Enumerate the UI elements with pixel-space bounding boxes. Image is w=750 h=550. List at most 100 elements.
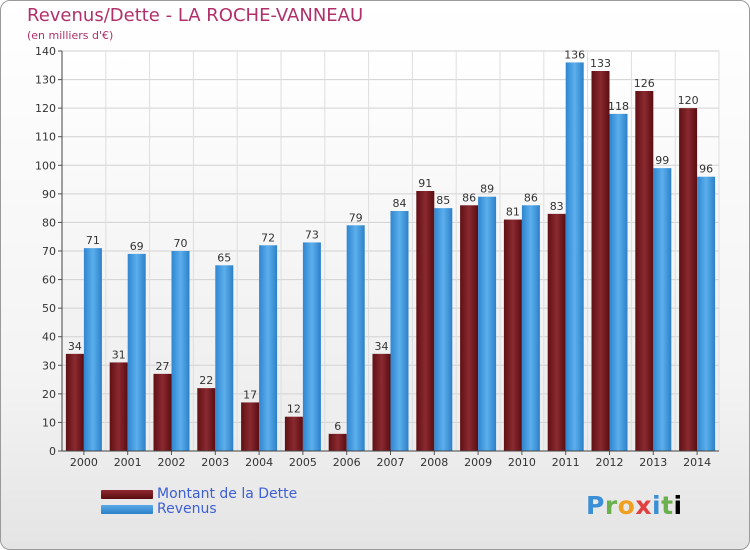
data-label-revenue: 72 (261, 231, 275, 244)
data-label-debt: 120 (678, 94, 699, 107)
data-label-debt: 133 (590, 57, 611, 70)
y-tick-label: 40 (42, 331, 56, 344)
data-label-debt: 126 (634, 77, 655, 90)
legend-item-debt: Montant de la Dette (101, 486, 297, 502)
bar-revenue (565, 62, 584, 452)
data-label-revenue: 85 (436, 194, 450, 207)
bar-revenue (434, 208, 453, 451)
legend-swatch-debt (101, 489, 153, 499)
bar-revenue (521, 205, 540, 451)
data-label-debt: 31 (112, 348, 126, 361)
chart-title: Revenus/Dette - LA ROCHE-VANNEAU (27, 5, 364, 26)
data-label-revenue: 89 (480, 183, 494, 196)
data-label-debt: 27 (156, 360, 170, 373)
bar-revenue (478, 196, 497, 451)
bar-revenue (83, 248, 102, 451)
data-label-debt: 17 (243, 388, 257, 401)
y-tick-label: 30 (42, 359, 56, 372)
data-label-debt: 22 (199, 374, 213, 387)
x-tick-label: 2007 (377, 456, 405, 469)
bar-revenue (215, 265, 234, 451)
x-tick-label: 2009 (464, 456, 492, 469)
bar-debt (65, 353, 84, 451)
bar-revenue (697, 176, 716, 451)
y-tick-label: 80 (42, 216, 56, 229)
y-tick-label: 120 (35, 102, 56, 115)
proxiti-logo: Proxiti (586, 491, 683, 520)
x-tick-label: 2000 (70, 456, 98, 469)
bar-debt (460, 205, 479, 451)
data-label-debt: 81 (506, 206, 520, 219)
y-tick-label: 0 (49, 445, 56, 458)
bar-debt (547, 213, 566, 451)
bar-debt (503, 219, 522, 451)
bar-revenue (609, 113, 628, 451)
y-tick-label: 110 (35, 131, 56, 144)
data-label-debt: 6 (334, 420, 341, 433)
bar-debt (328, 433, 347, 451)
data-label-revenue: 86 (524, 191, 538, 204)
bar-revenue (390, 211, 409, 451)
x-tick-label: 2005 (289, 456, 317, 469)
bar-revenue (171, 251, 190, 451)
data-label-revenue: 73 (305, 228, 319, 241)
x-tick-label: 2004 (245, 456, 273, 469)
x-tick-label: 2001 (114, 456, 142, 469)
data-label-debt: 83 (550, 200, 564, 213)
y-tick-label: 70 (42, 245, 56, 258)
data-label-revenue: 96 (699, 163, 713, 176)
chart-subtitle: (en milliers d'€) (27, 29, 114, 42)
data-label-revenue: 118 (608, 100, 629, 113)
bar-debt (197, 388, 216, 451)
data-label-revenue: 136 (564, 48, 585, 61)
bar-revenue (259, 245, 278, 451)
bar-revenue (302, 242, 321, 451)
data-label-revenue: 71 (86, 234, 100, 247)
data-label-revenue: 84 (393, 197, 407, 210)
bar-debt (241, 402, 260, 451)
bar-debt (284, 416, 303, 451)
legend-label-revenue: Revenus (157, 501, 217, 517)
bar-revenue (346, 225, 365, 451)
legend-swatch-revenue (101, 504, 153, 514)
x-tick-label: 2011 (552, 456, 580, 469)
x-tick-label: 2012 (596, 456, 624, 469)
legend-label-debt: Montant de la Dette (157, 486, 298, 502)
x-tick-label: 2002 (158, 456, 186, 469)
bar-debt (635, 91, 654, 451)
bar-revenue (127, 253, 146, 451)
data-label-debt: 86 (462, 191, 476, 204)
data-label-debt: 91 (418, 177, 432, 190)
bar-debt (416, 191, 435, 451)
data-label-revenue: 69 (130, 240, 144, 253)
bar-debt (372, 353, 391, 451)
data-label-debt: 34 (375, 340, 389, 353)
bar-debt (109, 362, 128, 451)
bar-debt (153, 373, 172, 451)
data-label-revenue: 99 (655, 154, 669, 167)
data-label-revenue: 70 (174, 237, 188, 250)
data-label-debt: 12 (287, 403, 301, 416)
x-tick-label: 2010 (508, 456, 536, 469)
bar-debt (679, 108, 698, 452)
data-label-revenue: 65 (217, 251, 231, 264)
y-tick-label: 140 (35, 45, 56, 58)
y-tick-label: 130 (35, 74, 56, 87)
bar-revenue (653, 168, 672, 451)
y-tick-label: 90 (42, 188, 56, 201)
y-tick-label: 20 (42, 388, 56, 401)
x-tick-label: 2008 (420, 456, 448, 469)
y-tick-label: 10 (42, 416, 56, 429)
y-tick-label: 60 (42, 274, 56, 287)
y-tick-label: 100 (35, 159, 56, 172)
x-tick-label: 2003 (201, 456, 229, 469)
legend-item-revenue: Revenus (101, 501, 217, 517)
data-label-revenue: 79 (349, 211, 363, 224)
bar-debt (591, 71, 610, 451)
x-tick-label: 2013 (639, 456, 667, 469)
data-label-debt: 34 (68, 340, 82, 353)
x-tick-label: 2006 (333, 456, 361, 469)
x-tick-label: 2014 (683, 456, 711, 469)
